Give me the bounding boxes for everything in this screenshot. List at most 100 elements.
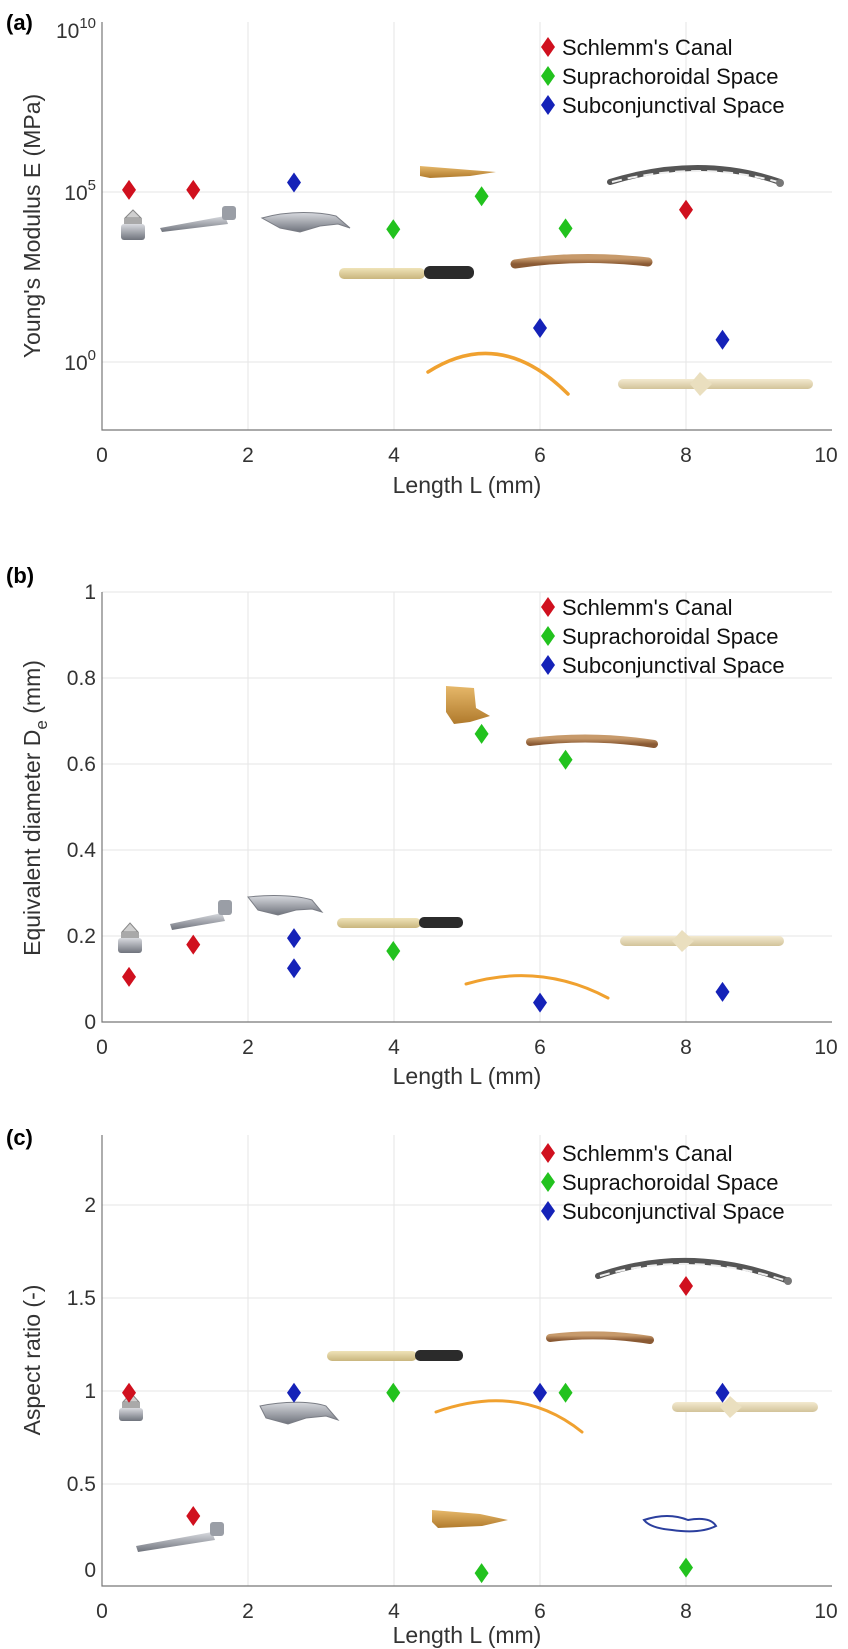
data-point-suprachoroidal: [386, 941, 401, 962]
legend-marker-subconjunctival: [541, 655, 555, 675]
device-image-hook-c: [259, 1401, 340, 1425]
data-points-a: [122, 172, 730, 350]
y-axis-label-b: Equivalent diameter De (mm): [19, 660, 51, 956]
x-tick-label: 8: [680, 1600, 692, 1623]
device-image-orange-arc-a: [426, 351, 570, 396]
data-point-schlemm: [122, 1382, 137, 1403]
device-image-rod-a: [339, 266, 474, 279]
legend-label: Subconjunctival Space: [562, 93, 785, 118]
grid-c: [102, 1135, 832, 1586]
device-images-b: [118, 686, 784, 1000]
x-tick-label: 0: [96, 1036, 108, 1059]
data-point-suprachoroidal: [558, 1382, 573, 1403]
data-point-suprachoroidal: [474, 186, 489, 207]
data-point-suprachoroidal: [558, 749, 573, 770]
y-axis-label-a: Young's Modulus E (MPa): [19, 94, 45, 358]
x-tick-label: 6: [534, 1036, 546, 1059]
device-image-cream-rod-b: [620, 930, 784, 952]
x-tick-label: 10: [814, 1036, 837, 1059]
x-axis-label-b: Length L (mm): [393, 1063, 542, 1089]
legend-a: Schlemm's Canal Suprachoroidal Space Sub…: [541, 35, 785, 118]
data-point-schlemm: [122, 179, 137, 200]
x-tick-label: 0: [96, 444, 108, 467]
device-image-copper-tube-c: [546, 1331, 654, 1344]
data-point-suprachoroidal: [679, 1557, 693, 1578]
data-point-schlemm: [122, 966, 137, 987]
data-point-suprachoroidal: [558, 218, 573, 239]
legend-label: Subconjunctival Space: [562, 653, 785, 678]
x-tick-label: 2: [242, 1600, 254, 1623]
device-image-orange-arc-c: [434, 1399, 584, 1434]
panel-label-a: (a): [6, 10, 33, 35]
legend-label: Suprachoroidal Space: [562, 1170, 778, 1195]
device-image-snorkel-a: [160, 206, 236, 232]
data-point-schlemm: [186, 179, 201, 200]
x-tick-label: 10: [814, 1600, 837, 1623]
panel-label-c: (c): [6, 1125, 33, 1150]
y-axis-label-c: Aspect ratio (-): [19, 1285, 45, 1436]
device-image-copper-tube-a: [510, 253, 653, 269]
axes-frame-b: [101, 592, 832, 1023]
device-image-istent-a: [121, 209, 145, 240]
legend-marker-schlemm: [541, 597, 555, 617]
device-image-outline-c: [642, 1515, 718, 1533]
device-image-cream-rod-a: [618, 372, 813, 396]
y-tick-label: 0.8: [67, 667, 96, 690]
legend-marker-suprachoroidal: [541, 1172, 555, 1192]
legend-marker-subconjunctival: [541, 95, 555, 115]
data-point-schlemm: [186, 1506, 201, 1527]
y-tick-label: 0: [84, 1559, 96, 1582]
panel-b: (b): [6, 563, 838, 1089]
grid-a: [102, 22, 832, 430]
y-tick-label: 105: [64, 177, 96, 205]
legend-label: Subconjunctival Space: [562, 1199, 785, 1224]
device-image-copper-tube-b: [526, 734, 658, 748]
device-image-orange-arc-b: [464, 974, 610, 1000]
x-tick-label: 8: [680, 1036, 692, 1059]
x-axis-label-a: Length L (mm): [393, 472, 542, 498]
device-image-hook-b: [247, 895, 324, 916]
x-tick-label: 4: [388, 1600, 400, 1623]
data-point-suprachoroidal: [474, 723, 489, 744]
device-image-hook-a: [260, 212, 351, 233]
y-ticks-c: 0 0.5 1 1.5 2: [67, 1194, 96, 1582]
x-tick-label: 2: [242, 1036, 254, 1059]
legend-label: Schlemm's Canal: [562, 35, 732, 60]
legend-marker-subconjunctival: [541, 1201, 555, 1221]
legend-label: Schlemm's Canal: [562, 595, 732, 620]
panel-a: (a): [6, 10, 838, 498]
panel-label-b: (b): [6, 563, 34, 588]
data-point-subconjunctival: [533, 318, 547, 338]
device-images-a: [121, 165, 813, 396]
y-tick-label: 1.5: [67, 1287, 96, 1310]
y-ticks-b: 0 0.2 0.4 0.6 0.8 1: [67, 581, 97, 1034]
data-point-subconjunctival: [715, 329, 730, 350]
x-ticks-c: 0 2 4 6 8 10: [96, 1600, 838, 1623]
data-point-schlemm: [679, 199, 693, 220]
data-point-subconjunctival: [533, 1382, 547, 1403]
data-point-subconjunctival: [533, 992, 547, 1013]
legend-label: Suprachoroidal Space: [562, 624, 778, 649]
y-tick-label: 100: [64, 347, 96, 375]
data-point-subconjunctival: [286, 1382, 301, 1403]
device-image-rod-c: [327, 1350, 463, 1361]
data-point-suprachoroidal: [386, 1382, 401, 1403]
x-tick-label: 10: [814, 444, 837, 467]
data-point-subconjunctival: [715, 981, 730, 1002]
y-tick-label: 1: [84, 1380, 96, 1403]
legend-c: Schlemm's Canal Suprachoroidal Space Sub…: [541, 1141, 785, 1224]
device-image-cream-rod-c: [672, 1396, 818, 1418]
legend-marker-schlemm: [541, 1143, 555, 1163]
device-image-istent-b: [118, 922, 142, 953]
data-point-subconjunctival: [286, 958, 301, 979]
y-ticks-a: 1010 105 100: [56, 15, 96, 375]
device-images-c: [119, 1258, 818, 1552]
x-tick-label: 8: [680, 444, 692, 467]
axes-frame-c: [101, 1135, 832, 1587]
y-tick-label: 0.4: [67, 839, 97, 862]
device-image-gold-c: [432, 1510, 508, 1528]
device-image-rod-b: [337, 917, 463, 928]
x-tick-label: 2: [242, 444, 254, 467]
y-tick-label: 0.5: [67, 1473, 96, 1496]
